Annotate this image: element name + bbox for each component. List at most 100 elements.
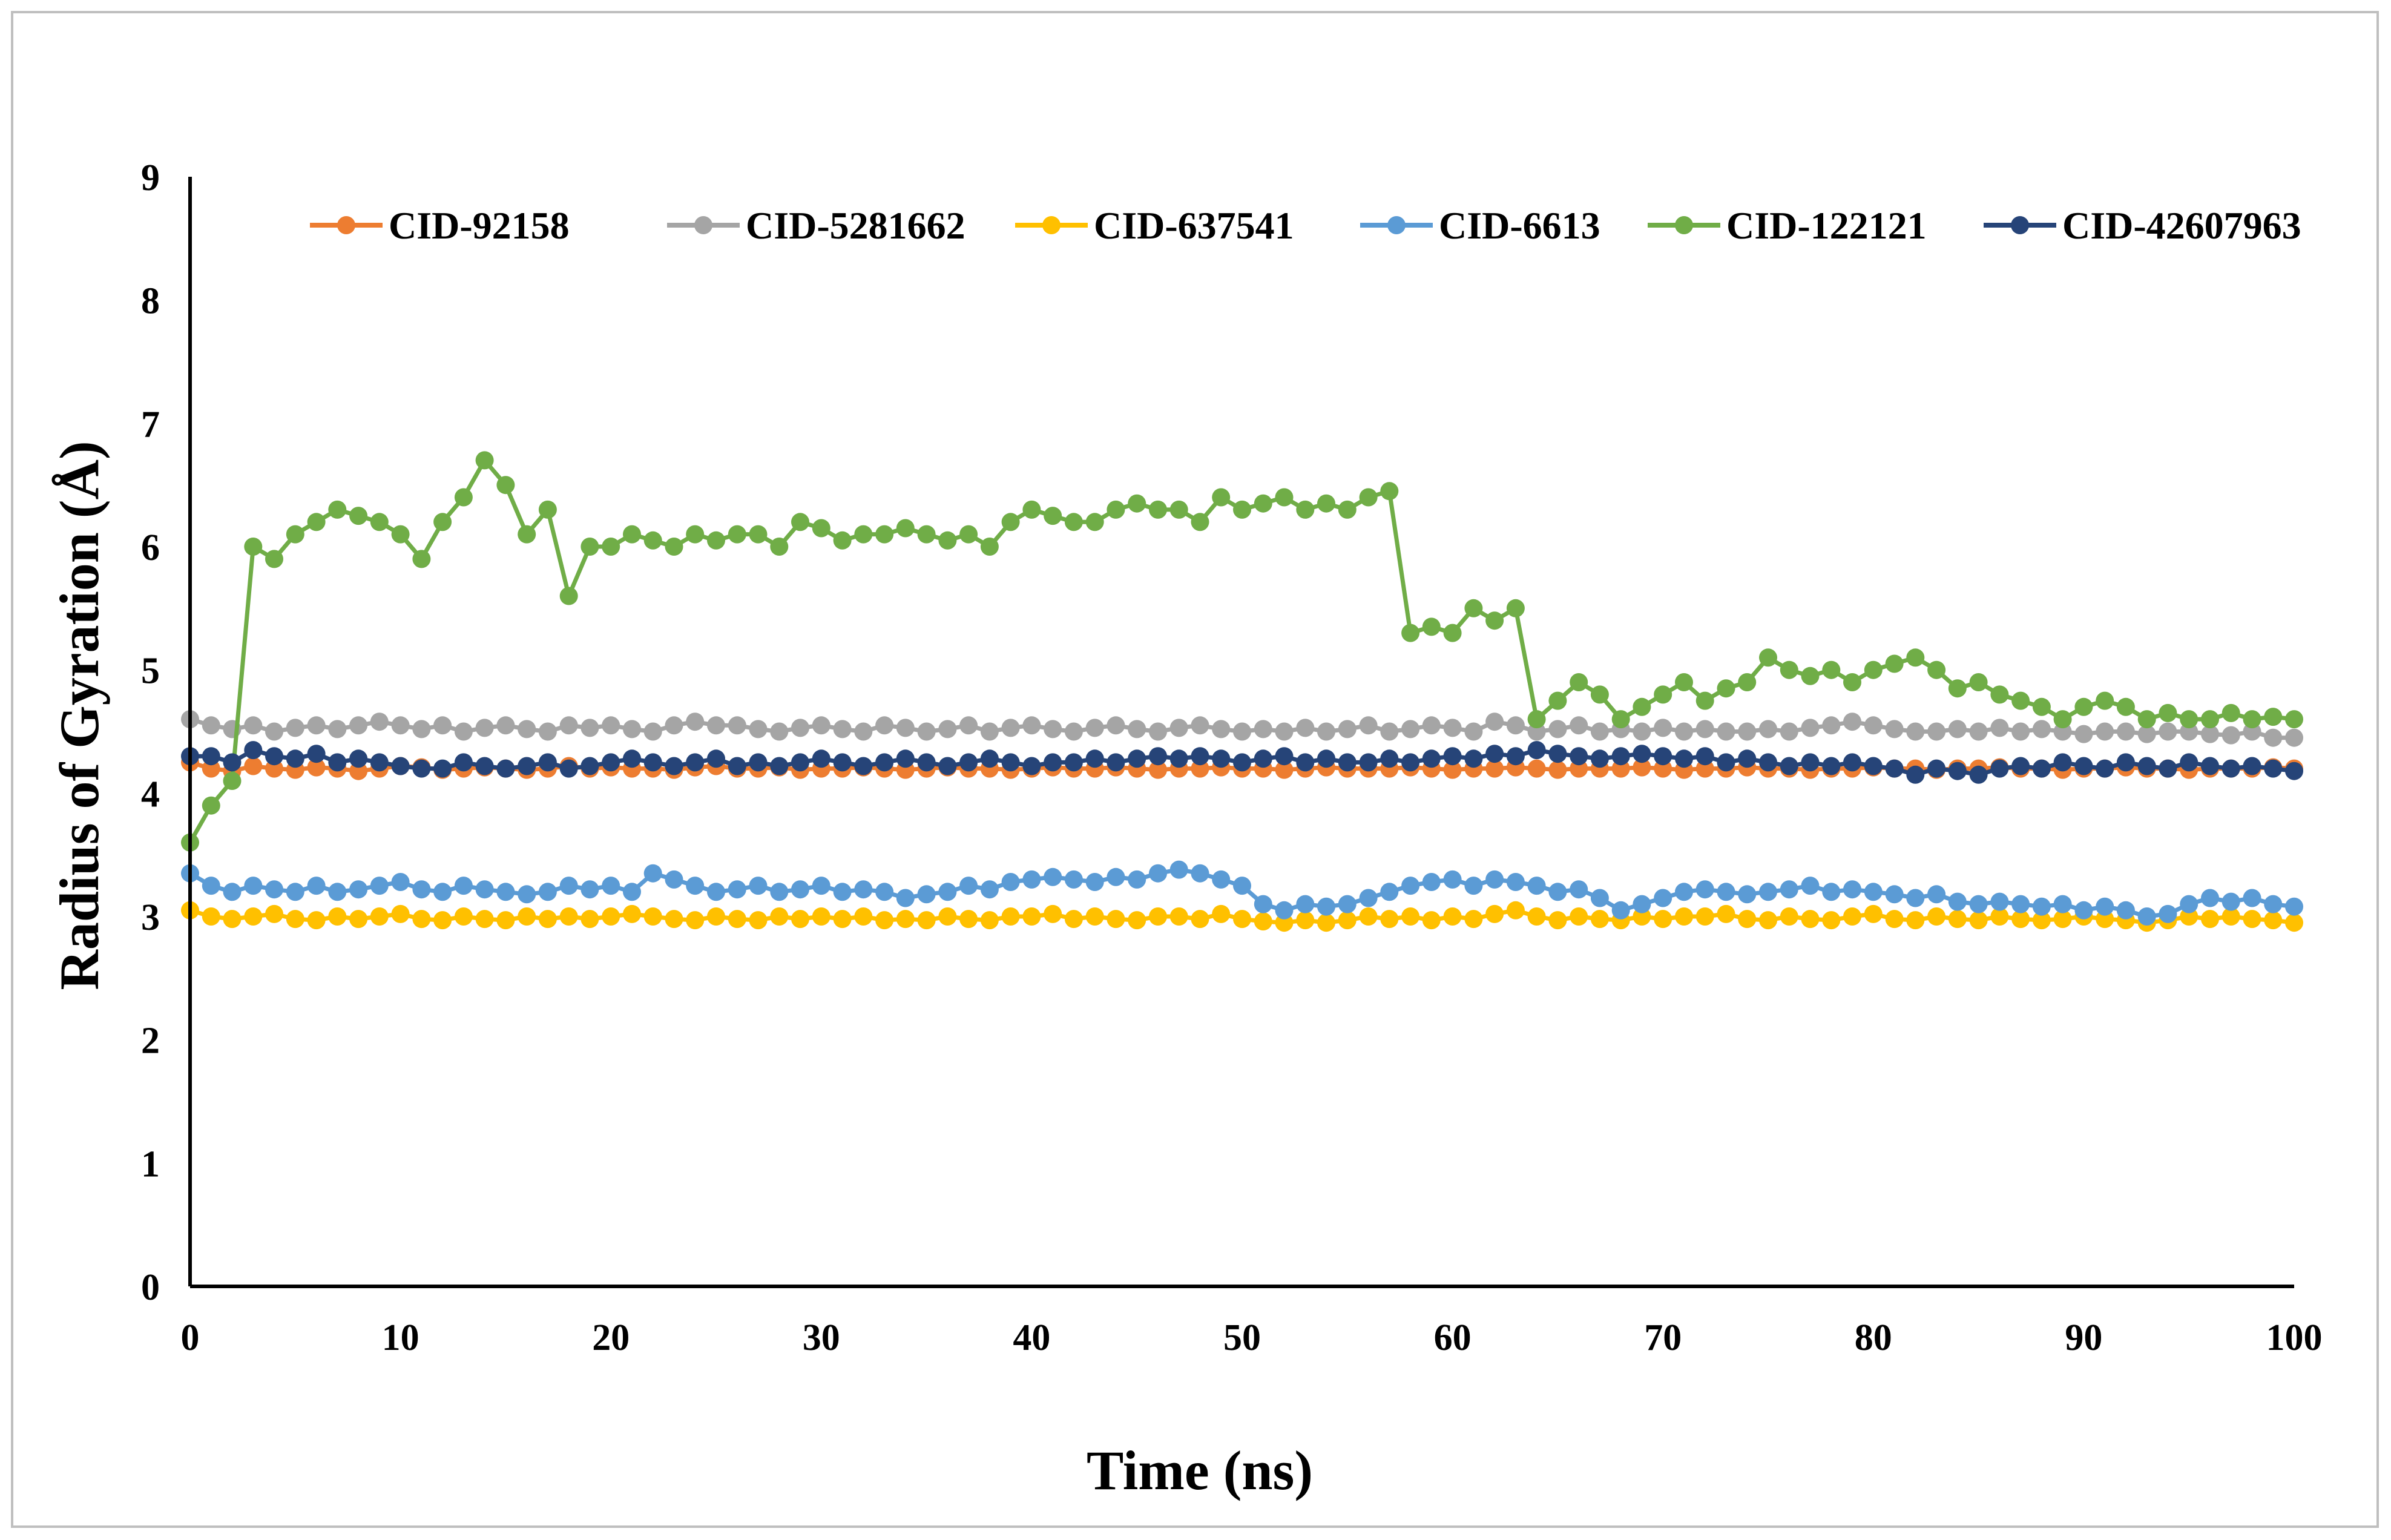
data-point — [1275, 747, 1294, 766]
chart-frame: 0 1 2 3 4 5 6 7 8 9 0 10 20 30 40 50 60 70 80 90 100 Time (… — [11, 11, 2379, 1528]
data-point — [1906, 648, 1925, 667]
data-point — [1149, 722, 1167, 741]
data-point — [1654, 747, 1672, 766]
x-tick-label: 50 — [1223, 1317, 1261, 1358]
data-point — [286, 910, 304, 929]
data-point — [2159, 703, 2177, 722]
data-point — [1107, 716, 1125, 735]
data-point — [518, 720, 536, 739]
data-point — [1422, 716, 1441, 735]
data-point — [2096, 897, 2114, 916]
data-point — [2264, 728, 2283, 747]
data-point — [1212, 870, 1231, 889]
data-point — [1169, 860, 1188, 879]
data-point — [370, 877, 389, 895]
data-point — [707, 531, 725, 550]
data-point — [1759, 753, 1777, 772]
data-point — [1464, 749, 1483, 768]
data-point — [1359, 889, 1378, 907]
data-point — [244, 877, 263, 895]
data-point — [1548, 720, 1567, 739]
data-point — [938, 720, 957, 739]
data-point — [917, 885, 936, 904]
data-point — [875, 525, 894, 544]
data-point — [518, 885, 536, 904]
data-point — [1254, 494, 1272, 513]
data-point — [223, 753, 242, 772]
data-point — [286, 883, 304, 901]
data-point — [854, 722, 873, 741]
data-point — [728, 757, 746, 775]
data-point — [1969, 722, 1988, 741]
data-point — [833, 720, 852, 739]
data-point — [223, 883, 242, 901]
data-point — [749, 720, 768, 739]
data-point — [602, 538, 620, 556]
data-point — [1422, 749, 1441, 768]
data-point — [1801, 666, 1820, 685]
data-point — [643, 722, 662, 741]
data-point — [1338, 720, 1357, 739]
data-point — [1317, 494, 1335, 513]
data-point — [1296, 895, 1315, 913]
legend-label: CID-122121 — [1726, 204, 1927, 247]
data-point — [1822, 757, 1841, 775]
data-point — [244, 757, 263, 775]
data-point — [1885, 885, 1904, 904]
data-point — [1317, 722, 1335, 741]
data-point — [349, 716, 368, 735]
data-point — [391, 757, 410, 775]
legend-swatch-marker — [694, 216, 712, 234]
data-point — [1822, 716, 1841, 735]
data-point — [917, 525, 936, 544]
data-point — [1570, 673, 1588, 691]
data-point — [1948, 910, 1967, 929]
data-point — [623, 720, 641, 739]
data-point — [1822, 660, 1841, 679]
data-point — [2201, 910, 2219, 929]
data-point — [1675, 749, 1693, 768]
data-point — [770, 907, 789, 926]
data-point — [538, 910, 557, 929]
data-point — [2011, 895, 2030, 913]
data-point — [559, 759, 578, 778]
data-point — [2032, 720, 2051, 739]
data-point — [2201, 710, 2219, 729]
data-point — [1548, 911, 1567, 930]
data-point — [1506, 873, 1525, 891]
data-point — [812, 907, 830, 926]
y-tick-label: 1 — [141, 1143, 160, 1185]
data-point — [1107, 500, 1125, 519]
x-tick-label: 30 — [803, 1317, 840, 1358]
data-point — [1233, 722, 1251, 741]
data-point — [1906, 722, 1925, 741]
data-point — [1506, 901, 1525, 920]
data-point — [728, 716, 746, 735]
data-point — [2053, 710, 2072, 729]
data-point — [2222, 907, 2240, 926]
data-point — [1633, 697, 1651, 716]
data-point — [1169, 500, 1188, 519]
data-point — [475, 910, 494, 929]
data-point — [2074, 697, 2093, 716]
data-point — [812, 749, 830, 768]
data-point — [833, 883, 852, 901]
legend-swatch-marker — [1675, 216, 1693, 234]
data-point — [2116, 697, 2135, 716]
series-CID-637541 — [181, 901, 2303, 932]
data-point — [643, 753, 662, 772]
data-point — [686, 877, 705, 895]
data-point — [707, 883, 725, 901]
data-point — [602, 907, 620, 926]
data-point — [1633, 745, 1651, 763]
data-point — [496, 911, 515, 930]
data-point — [307, 716, 326, 735]
data-point — [1022, 907, 1041, 926]
data-point — [2116, 753, 2135, 772]
data-point — [1654, 719, 1672, 737]
data-point — [1864, 716, 1883, 735]
data-point — [917, 911, 936, 930]
y-tick-label: 0 — [141, 1267, 160, 1308]
data-point — [2243, 710, 2261, 729]
x-tick-label: 90 — [2065, 1317, 2102, 1358]
